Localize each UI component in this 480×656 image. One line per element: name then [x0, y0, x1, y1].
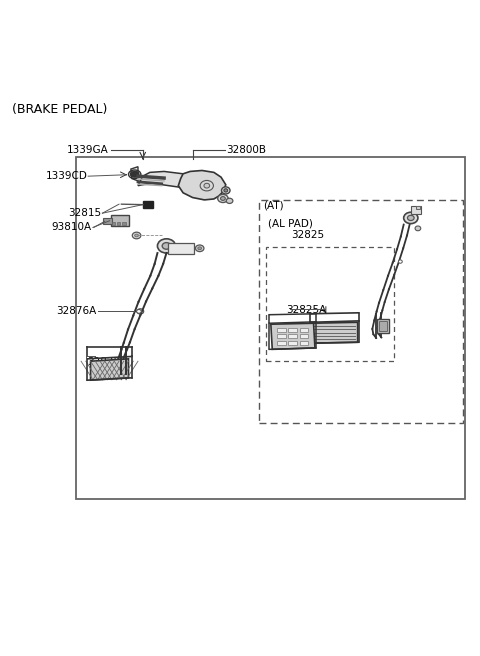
Bar [288, 334, 297, 338]
Polygon shape [138, 171, 221, 194]
Ellipse shape [224, 189, 228, 192]
Ellipse shape [132, 232, 141, 239]
Bar [300, 327, 308, 332]
Bar [259, 200, 463, 423]
Text: (AT): (AT) [263, 201, 283, 211]
Text: 32876A: 32876A [57, 306, 96, 316]
Text: 32825: 32825 [87, 357, 120, 367]
Bar [117, 222, 120, 224]
Bar [288, 341, 297, 345]
Bar [143, 201, 153, 209]
Ellipse shape [137, 310, 141, 314]
Text: 93810A: 93810A [52, 222, 92, 232]
Ellipse shape [220, 197, 225, 200]
Ellipse shape [157, 239, 176, 253]
Polygon shape [179, 171, 226, 200]
Bar [76, 157, 466, 499]
Bar [411, 205, 421, 214]
Bar [416, 205, 420, 209]
Bar [122, 222, 126, 224]
Polygon shape [311, 322, 358, 343]
Ellipse shape [404, 213, 418, 224]
Text: (AL PAD): (AL PAD) [268, 218, 313, 229]
Ellipse shape [195, 245, 204, 252]
Bar [277, 327, 286, 332]
Text: (BRAKE PEDAL): (BRAKE PEDAL) [12, 102, 108, 115]
Bar [288, 327, 297, 332]
Bar [379, 321, 386, 331]
Ellipse shape [218, 194, 228, 203]
Bar [277, 334, 286, 338]
Text: 32825A: 32825A [287, 305, 327, 315]
Polygon shape [131, 167, 152, 183]
Bar [300, 334, 308, 338]
Bar [168, 243, 194, 255]
Bar [103, 218, 112, 224]
Ellipse shape [398, 260, 402, 263]
Ellipse shape [408, 215, 414, 220]
Bar [277, 341, 286, 345]
Ellipse shape [162, 243, 171, 249]
Ellipse shape [131, 171, 139, 177]
Bar [377, 319, 388, 333]
Text: 32815: 32815 [68, 208, 101, 218]
Ellipse shape [204, 183, 210, 188]
Bar [112, 222, 115, 224]
Bar [266, 247, 394, 361]
Ellipse shape [221, 187, 230, 194]
Text: 32825: 32825 [291, 230, 324, 241]
Text: 32800B: 32800B [226, 145, 266, 155]
Ellipse shape [226, 198, 233, 203]
Text: 1339GA: 1339GA [66, 145, 108, 155]
Ellipse shape [135, 234, 138, 237]
Polygon shape [271, 323, 315, 350]
Bar [111, 215, 129, 226]
Bar [300, 341, 308, 345]
Text: 1339CD: 1339CD [45, 171, 87, 181]
Ellipse shape [198, 247, 202, 250]
Ellipse shape [415, 226, 421, 231]
Polygon shape [91, 359, 129, 380]
